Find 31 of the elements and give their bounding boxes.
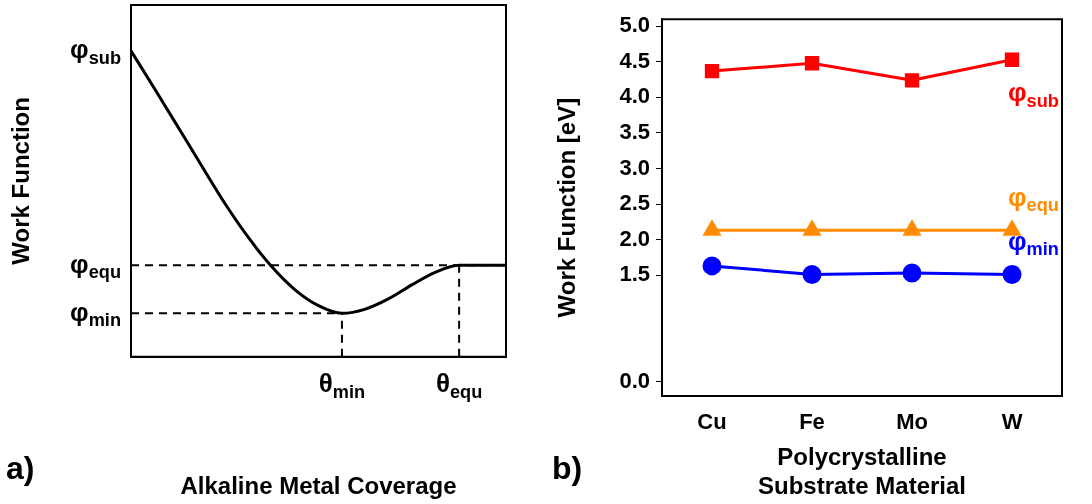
text: a): [6, 449, 35, 486]
x-tick-label: Cu: [697, 409, 727, 435]
y-tick-label: 3.0: [619, 154, 650, 180]
y-tick-label: 4.0: [619, 83, 650, 109]
x-tick-label: Mo: [896, 409, 928, 435]
point: [904, 73, 920, 88]
x-axis-title: Polycrystalline Substrate Material: [757, 443, 967, 500]
point: [802, 264, 822, 284]
y-tick-label: 2.5: [619, 190, 650, 216]
point: [702, 256, 722, 276]
point: [803, 220, 821, 236]
y-tick-label: 5.0: [619, 12, 650, 38]
point: [902, 263, 922, 283]
x-axis-title: Alkaline Metal Coverage: [180, 472, 457, 500]
x-tick-label: Fe: [799, 409, 825, 435]
y-tick-label: 0.0: [619, 367, 650, 393]
point: [903, 220, 921, 236]
y-axis-title: Work Function: [7, 97, 35, 265]
point: [703, 220, 721, 236]
text: b): [552, 449, 583, 486]
y-tick-label: 3.5: [619, 119, 650, 145]
point: [804, 56, 820, 71]
point: [704, 63, 720, 79]
x-tick-label: W: [1001, 409, 1023, 435]
y-tick-label: 2.0: [619, 225, 650, 251]
point: [1004, 52, 1020, 67]
y-tick-label: 1.5: [619, 261, 650, 287]
point: [1003, 220, 1021, 236]
y-axis-title: Work Function [eV]: [553, 97, 581, 318]
y-tick-label: 4.5: [619, 47, 650, 73]
point: [1002, 264, 1022, 284]
